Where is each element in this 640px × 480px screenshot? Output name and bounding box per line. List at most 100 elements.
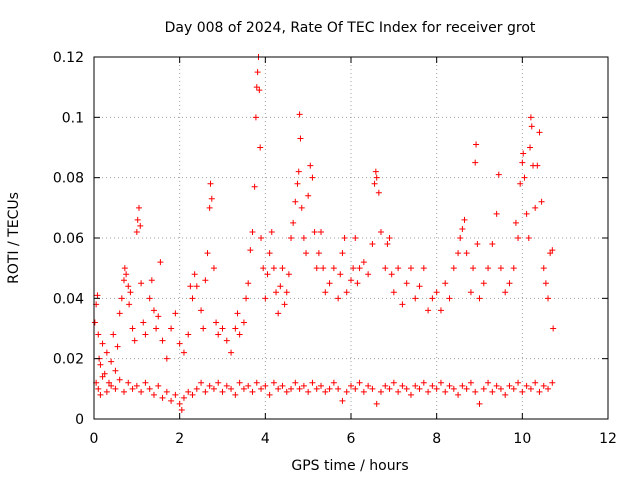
data-point — [348, 277, 354, 284]
data-point — [382, 265, 389, 272]
x-axis-label: GPS time / hours — [291, 458, 408, 474]
data-point — [395, 265, 402, 272]
data-point — [339, 250, 346, 257]
data-point — [309, 379, 316, 386]
y-tick-label: 0.1 — [62, 110, 84, 126]
x-tick-label: 12 — [599, 431, 617, 447]
data-point — [495, 171, 502, 178]
data-point — [279, 265, 286, 272]
data-point — [343, 289, 350, 296]
data-point — [403, 280, 410, 287]
data-point — [120, 388, 127, 395]
data-point — [459, 225, 466, 232]
data-point — [433, 289, 440, 296]
data-point — [399, 301, 406, 308]
data-point — [101, 370, 108, 377]
data-point — [489, 388, 496, 395]
x-tick-label: 8 — [432, 431, 441, 447]
data-point — [215, 379, 222, 386]
data-point — [240, 385, 247, 392]
data-point — [270, 379, 277, 386]
data-point — [455, 391, 462, 398]
data-point — [275, 385, 282, 392]
data-point — [322, 388, 329, 395]
data-point — [519, 159, 526, 166]
data-point — [127, 289, 134, 296]
y-tick-label: 0.04 — [53, 291, 84, 307]
data-point — [416, 385, 423, 392]
data-point — [523, 210, 530, 217]
data-point — [253, 84, 260, 91]
data-point — [463, 250, 470, 257]
data-point — [187, 283, 194, 290]
data-point — [497, 265, 504, 272]
data-point — [159, 337, 166, 344]
data-point — [219, 325, 226, 332]
data-point — [247, 247, 254, 254]
data-point — [493, 382, 500, 389]
data-point — [527, 144, 534, 151]
data-point — [446, 382, 453, 389]
data-point — [120, 277, 127, 284]
y-axis-label: ROTI / TECUs — [6, 192, 22, 284]
data-point — [502, 289, 509, 296]
data-point — [135, 204, 142, 211]
data-point — [256, 87, 263, 94]
data-point — [360, 259, 367, 266]
data-point — [360, 388, 367, 395]
data-point — [262, 382, 269, 389]
data-point — [457, 235, 464, 241]
data-point — [146, 385, 153, 392]
data-point — [268, 228, 275, 235]
data-point — [335, 295, 342, 302]
data-point — [547, 250, 554, 257]
data-point — [155, 382, 162, 389]
data-point — [129, 385, 136, 392]
y-tick-label: 0.06 — [53, 231, 84, 247]
data-point — [251, 183, 258, 190]
data-point — [416, 283, 423, 290]
data-point — [542, 280, 549, 287]
data-point — [532, 204, 539, 211]
data-point — [540, 382, 547, 389]
data-point — [377, 228, 384, 235]
data-point — [545, 295, 552, 302]
data-point — [236, 331, 243, 338]
data-point — [489, 241, 496, 248]
data-point — [450, 385, 457, 392]
data-point — [210, 385, 217, 392]
data-point — [266, 391, 273, 398]
data-point — [493, 210, 500, 217]
data-point — [399, 382, 406, 389]
data-point — [515, 379, 522, 386]
data-point — [138, 280, 145, 287]
data-point — [470, 265, 477, 272]
data-point — [519, 388, 526, 395]
data-point — [550, 325, 557, 332]
data-point — [341, 235, 348, 241]
data-point — [318, 382, 325, 389]
data-point — [309, 174, 316, 181]
data-point — [252, 114, 259, 121]
grid-lines — [94, 57, 608, 419]
data-point — [521, 174, 528, 181]
data-point — [473, 141, 480, 148]
data-point — [264, 271, 271, 278]
data-point — [326, 280, 333, 287]
data-point — [253, 379, 260, 386]
y-tick-label: 0.02 — [53, 352, 84, 368]
data-point — [180, 349, 187, 356]
data-point — [467, 289, 474, 296]
data-point — [133, 382, 140, 389]
data-point — [515, 235, 522, 241]
data-point — [138, 388, 145, 395]
data-point — [388, 271, 395, 278]
data-point — [275, 310, 282, 317]
data-point — [249, 388, 256, 395]
data-point — [281, 301, 288, 308]
data-point — [311, 228, 318, 235]
data-point — [420, 265, 427, 272]
data-point — [442, 280, 449, 287]
data-point — [497, 385, 504, 392]
data-point — [512, 219, 519, 226]
